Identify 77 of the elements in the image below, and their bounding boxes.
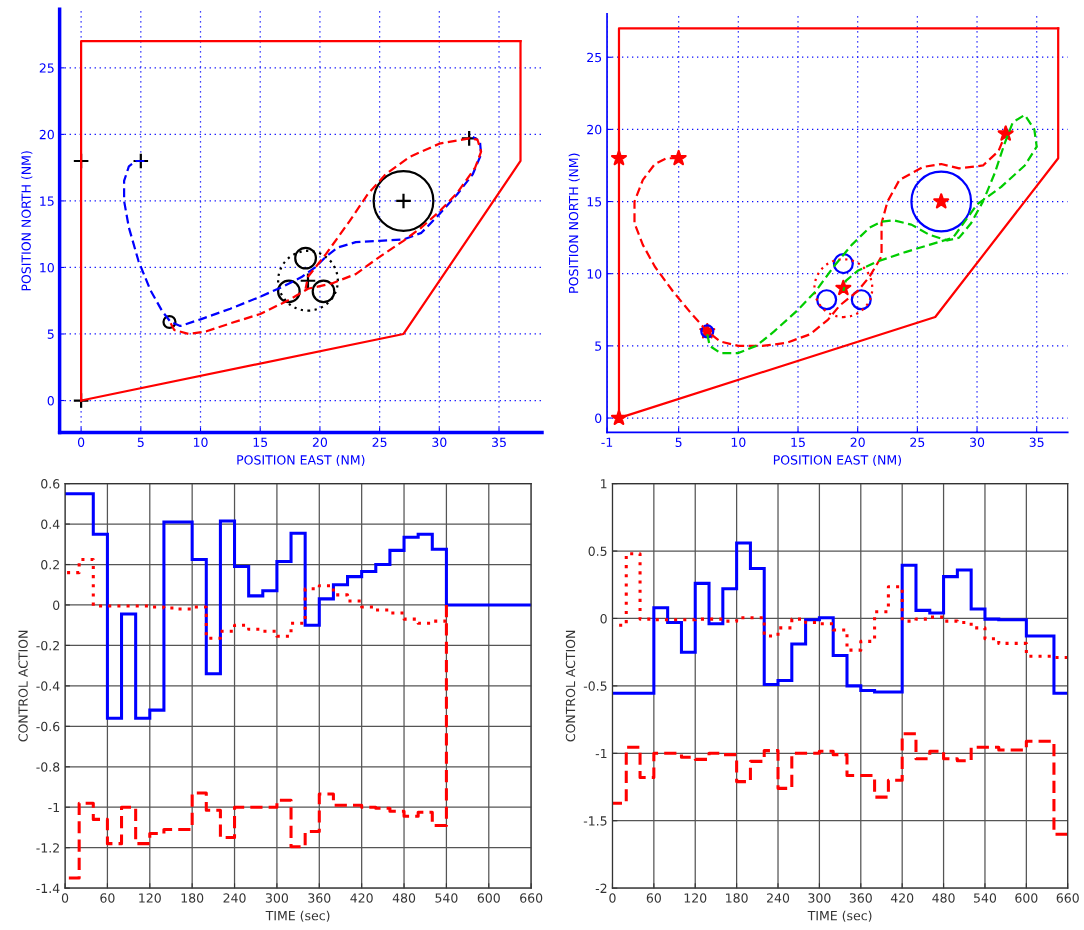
y-axis-title: CONTROL ACTION xyxy=(565,630,576,742)
y-tick-label: -0.8 xyxy=(36,762,60,772)
y-tick-label: 20 xyxy=(39,129,54,140)
x-tick-label: 180 xyxy=(181,893,204,903)
x-axis-title: TIME (sec) xyxy=(265,910,330,922)
y-tick-label: -2 xyxy=(595,883,607,893)
x-tick-label: 30 xyxy=(970,437,985,447)
x-axis-title: TIME (sec) xyxy=(807,910,872,922)
y-tick-label: 0.4 xyxy=(41,519,60,529)
x-tick-label: 30 xyxy=(432,437,447,447)
y-tick-label: 5 xyxy=(47,329,54,339)
y-tick-label: 0 xyxy=(595,413,602,423)
x-tick-label: 300 xyxy=(265,893,289,903)
x-tick-label: 240 xyxy=(767,893,790,903)
y-tick-label: 0.5 xyxy=(588,546,607,556)
y-tick-label: 15 xyxy=(587,197,602,207)
x-tick-label: 60 xyxy=(100,893,115,903)
x-tick-label: 420 xyxy=(890,893,914,903)
x-tick-label: 0 xyxy=(609,893,616,903)
y-tick-label: 0 xyxy=(53,600,60,610)
y-axis-title: POSITION NORTH (NM) xyxy=(568,153,580,293)
x-tick-label: 120 xyxy=(684,893,707,903)
y-tick-label: 25 xyxy=(39,63,54,73)
x-tick-label: 0 xyxy=(77,437,85,447)
y-tick-label: -0.4 xyxy=(36,681,60,691)
x-tick-label: 10 xyxy=(731,437,746,447)
x-tick-label: 240 xyxy=(223,893,246,903)
x-tick-label: 60 xyxy=(646,893,661,903)
y-tick-label: 0 xyxy=(47,395,54,406)
x-tick-label: 540 xyxy=(435,893,458,903)
y-tick-label: 15 xyxy=(40,196,54,206)
y-tick-label: -0.5 xyxy=(583,681,607,691)
y-tick-label: 10 xyxy=(40,262,54,273)
y-tick-label: 0.2 xyxy=(41,559,59,570)
y-tick-label: 10 xyxy=(587,269,602,279)
y-axis-title: POSITION NORTH (NM) xyxy=(21,151,33,291)
x-tick-label: 480 xyxy=(392,893,416,903)
y-tick-label: -1 xyxy=(48,802,60,812)
y-tick-label: -1 xyxy=(595,748,607,759)
y-tick-label: 0 xyxy=(600,613,607,624)
x-tick-label: 540 xyxy=(974,893,997,903)
y-axis-title: CONTROL ACTION xyxy=(18,630,28,742)
x-axis-title: POSITION EAST (NM) xyxy=(237,454,365,467)
y-tick-label: 25 xyxy=(587,52,602,63)
x-tick-label: 480 xyxy=(932,893,955,903)
x-tick-label: 360 xyxy=(308,893,331,903)
y-tick-label: -0.2 xyxy=(36,640,59,651)
x-tick-label: 25 xyxy=(372,437,387,447)
x-tick-label: 20 xyxy=(312,437,328,447)
x-tick-label: 25 xyxy=(910,437,925,447)
x-tick-label: 660 xyxy=(520,893,543,903)
y-tick-label: 1 xyxy=(601,479,607,489)
x-tick-label: 0 xyxy=(61,893,69,903)
x-axis-title: POSITION EAST (NM) xyxy=(773,454,901,467)
x-tick-label: 5 xyxy=(675,437,682,447)
x-tick-label: 35 xyxy=(492,437,506,447)
x-tick-label: 5 xyxy=(137,437,144,447)
x-tick-label: 10 xyxy=(193,437,208,447)
x-tick-label: 660 xyxy=(1056,893,1079,903)
x-tick-label: 360 xyxy=(849,893,872,903)
x-tick-label: 300 xyxy=(808,893,831,903)
y-tick-label: 5 xyxy=(595,341,602,351)
y-tick-label: -1.2 xyxy=(36,843,59,853)
y-tick-label: 20 xyxy=(587,124,602,135)
x-tick-label: 420 xyxy=(350,893,373,903)
y-tick-label: 0.6 xyxy=(41,479,60,489)
x-tick-label: 600 xyxy=(477,893,500,903)
x-tick-label: 15 xyxy=(791,437,805,447)
x-tick-label: 600 xyxy=(1015,893,1038,903)
y-tick-label: -0.6 xyxy=(36,721,60,732)
y-tick-label: -1.4 xyxy=(36,883,60,893)
x-tick-label: 20 xyxy=(850,437,865,447)
x-tick-label: 120 xyxy=(139,893,161,903)
x-tick-label: 35 xyxy=(1029,437,1044,447)
x-tick-label: 15 xyxy=(253,437,268,447)
y-tick-label: -1.5 xyxy=(583,816,607,826)
x-tick-label: 180 xyxy=(726,893,748,903)
